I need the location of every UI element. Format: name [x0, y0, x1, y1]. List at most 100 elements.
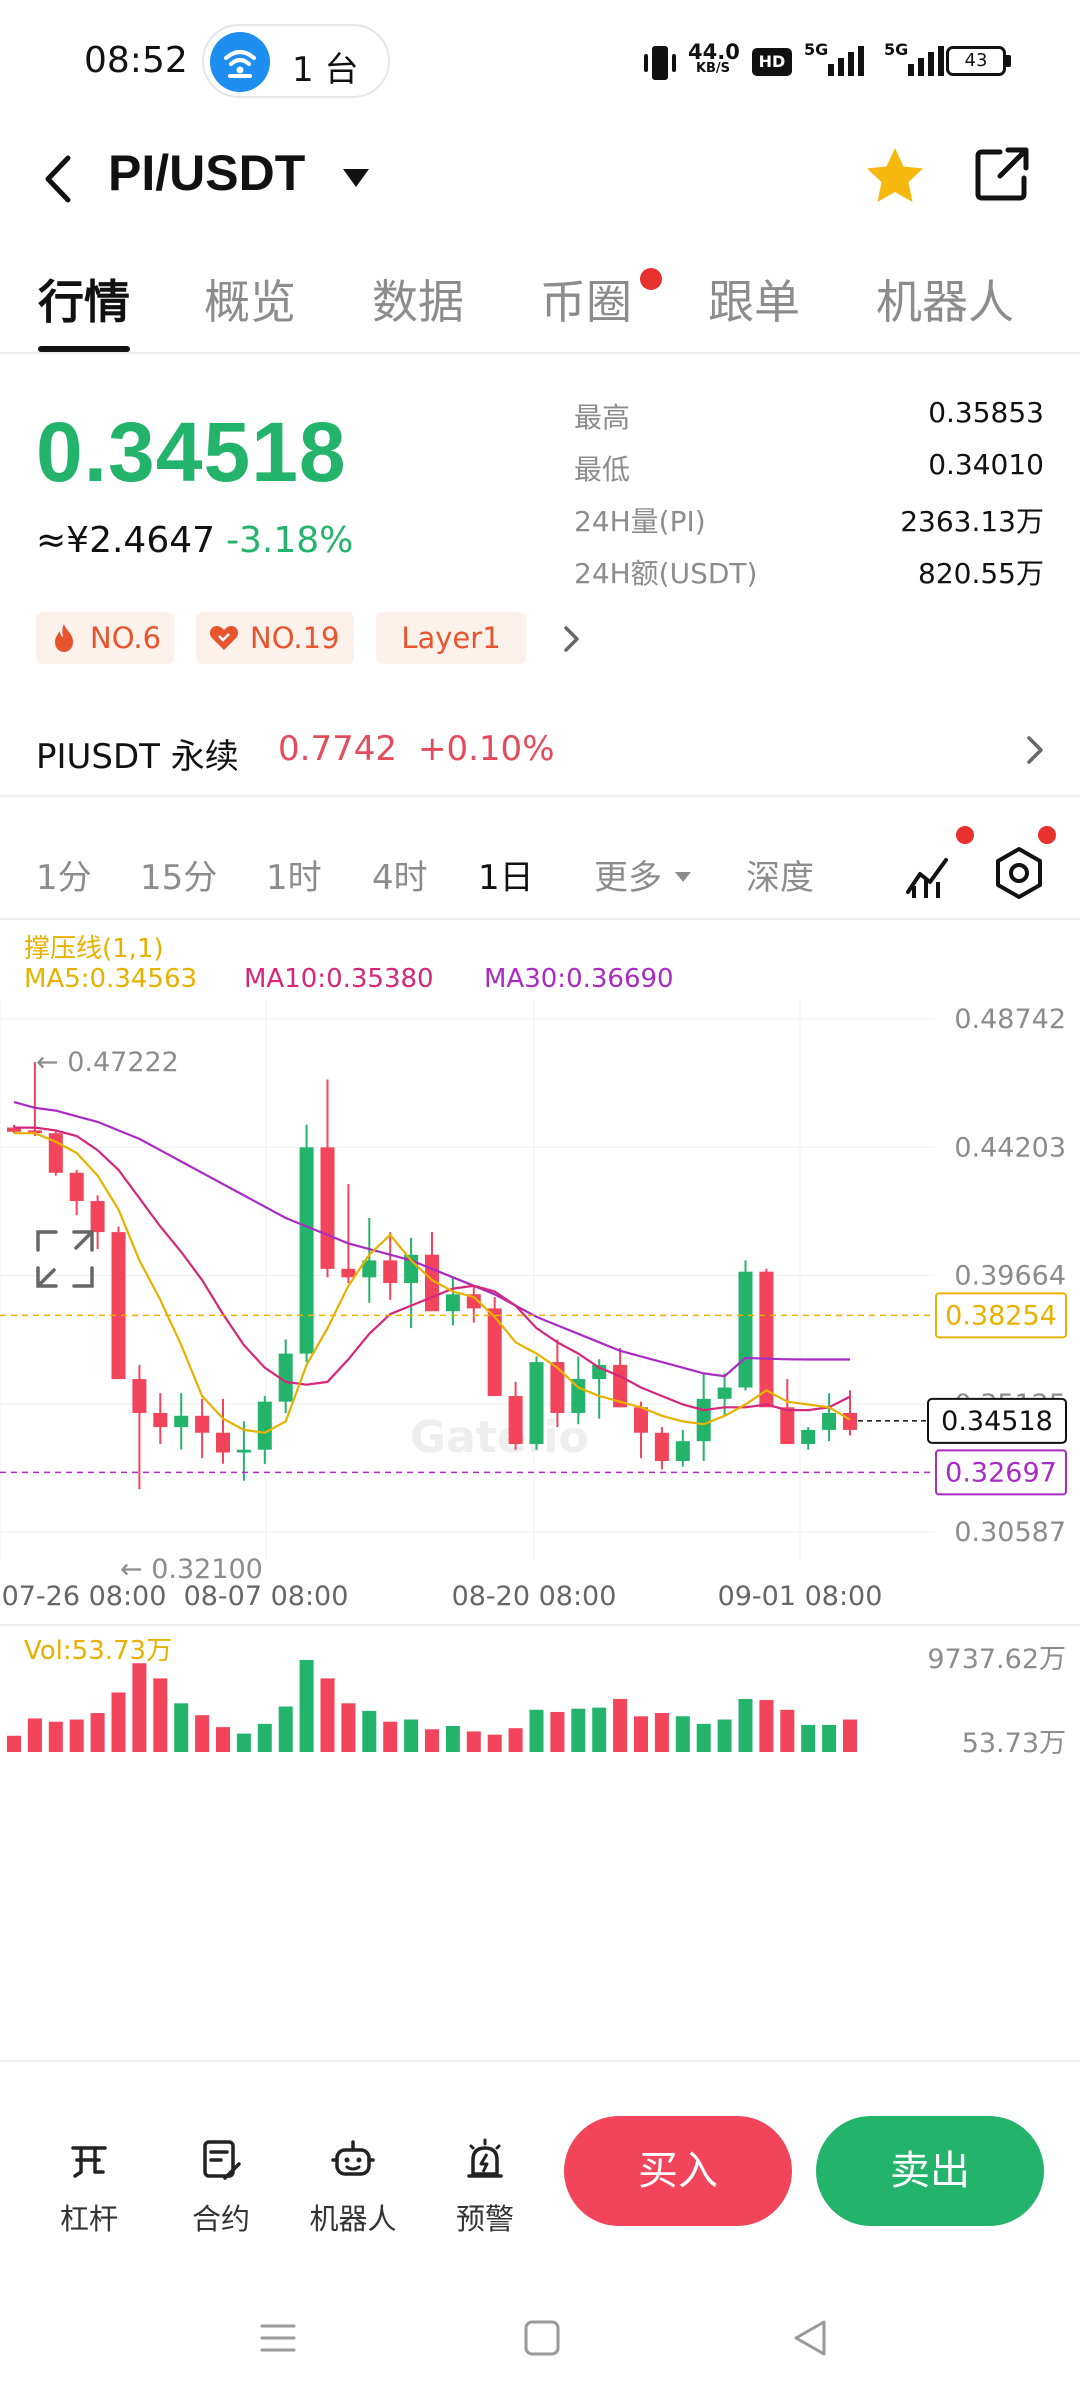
price-summary: 0.34518 ≈¥2.4647 -3.18% 最高 0.35853 最低 0.… [0, 360, 1080, 690]
interval-15m[interactable]: 15分 [140, 858, 218, 898]
main-tabs: 行情 概览 数据 币圈 跟单 机器人 [0, 250, 1080, 354]
tab-overview[interactable]: 概览 [204, 275, 296, 329]
expand-icon[interactable] [36, 1230, 94, 1288]
volume-bar [90, 1713, 105, 1752]
volume-bar [48, 1721, 63, 1752]
candle [216, 1432, 230, 1453]
volume-bar [153, 1678, 168, 1752]
volume-bar [174, 1703, 189, 1752]
max-price-marker: ← 0.47222 [36, 1047, 179, 1078]
perpetual-link[interactable]: PIUSDT 永续 0.7742 +0.10% [0, 705, 1080, 797]
volume-axis-top: 9737.62万 [927, 1644, 1066, 1675]
star-icon[interactable] [860, 142, 930, 212]
volume-bar [111, 1692, 126, 1752]
candle [759, 1271, 774, 1408]
hd-badge: HD [752, 48, 792, 76]
home-icon[interactable] [520, 2316, 564, 2360]
interval-1h[interactable]: 1时 [266, 858, 322, 898]
badge-favorite-rank[interactable]: NO.19 [196, 612, 354, 664]
stat-turnover: 24H额(USDT) 820.55万 [574, 557, 1044, 590]
settings-dot [1038, 826, 1056, 844]
header: PI/USDT [0, 124, 1080, 234]
volume-bar [445, 1726, 460, 1752]
tab-copy-trading[interactable]: 跟单 [708, 275, 800, 329]
system-navigation [0, 2300, 1080, 2400]
volume-bar [529, 1709, 544, 1752]
menu-icon[interactable] [256, 2316, 300, 2360]
vibrate-icon [644, 46, 676, 80]
current-price-label: 0.34518 [941, 1406, 1053, 1437]
candle [320, 1147, 335, 1269]
support-resistance-label: 撑压线(1,1) [24, 934, 164, 964]
candle [7, 1127, 21, 1132]
price-chart[interactable]: 0.487420.442030.396640.351250.30587Gate.… [0, 1000, 1080, 1870]
pair-title[interactable]: PI/USDT [108, 145, 306, 201]
interval-4h[interactable]: 4时 [372, 858, 428, 898]
tab-community[interactable]: 币圈 [540, 275, 632, 329]
ma30-line [13, 1101, 850, 1378]
candle [195, 1415, 210, 1433]
buy-button[interactable]: 买入 [564, 2116, 792, 2226]
tab-market[interactable]: 行情 [38, 275, 130, 329]
x-tick-label: 09-01 08:00 [718, 1581, 883, 1612]
candle [153, 1412, 168, 1428]
volume-bar [404, 1719, 419, 1752]
candle [425, 1254, 439, 1312]
candle [696, 1398, 711, 1442]
settings-icon[interactable] [990, 844, 1048, 902]
volume-bar [717, 1719, 732, 1752]
y-tick-label: 0.39664 [954, 1261, 1066, 1292]
volume-bar [7, 1735, 21, 1752]
volume-bar [362, 1710, 377, 1752]
status-bar: 08:52 1 台 44.0 KB/S HD 5G 5G [0, 0, 1080, 124]
chevron-left-icon[interactable] [30, 146, 90, 212]
stat-low: 最低 0.34010 [574, 448, 1044, 486]
badge-layer1[interactable]: Layer1 [376, 612, 526, 664]
leverage-button[interactable]: 杠杆 [34, 2118, 144, 2248]
candle [257, 1401, 272, 1450]
contract-button[interactable]: 合约 [166, 2118, 276, 2248]
volume-bar [613, 1698, 628, 1752]
candle [174, 1415, 189, 1428]
candle [466, 1294, 481, 1309]
volume-bar [675, 1716, 690, 1752]
candle [445, 1294, 460, 1312]
sell-button[interactable]: 卖出 [816, 2116, 1044, 2226]
robot-button[interactable]: 机器人 [298, 2118, 408, 2248]
badge-hot-rank[interactable]: NO.6 [36, 612, 174, 664]
price-change: -3.18% [226, 520, 354, 561]
last-price: 0.34518 [36, 405, 347, 499]
volume-bar [320, 1678, 335, 1752]
candle [654, 1432, 669, 1461]
interval-1m[interactable]: 1分 [36, 858, 92, 898]
volume-bar [278, 1706, 293, 1752]
candle [132, 1379, 147, 1413]
indicator-icon[interactable] [902, 848, 958, 900]
volume-bar [132, 1663, 147, 1752]
alert-button[interactable]: 预警 [430, 2118, 540, 2248]
current-price-tag [927, 1397, 1067, 1444]
depth-button[interactable]: 深度 [746, 858, 814, 898]
caret-down-icon[interactable] [340, 164, 372, 192]
perpetual-change: +0.10% [418, 729, 555, 769]
back-icon[interactable] [788, 2316, 832, 2360]
volume-bar [592, 1707, 607, 1752]
candle [27, 1130, 42, 1134]
tab-data[interactable]: 数据 [372, 275, 464, 329]
interval-more[interactable]: 更多 [594, 858, 662, 898]
volume-bar [759, 1700, 774, 1752]
notification-dot [640, 268, 662, 290]
volume-bar [780, 1709, 795, 1752]
device-pill[interactable]: 1 台 [202, 24, 390, 98]
volume-bar [487, 1734, 502, 1752]
interval-1d[interactable]: 1日 [478, 858, 534, 898]
support-label: 0.32697 [945, 1457, 1057, 1488]
signal-5g-label-2: 5G [884, 40, 909, 59]
tab-bots[interactable]: 机器人 [876, 275, 1014, 329]
share-icon[interactable] [970, 142, 1036, 208]
y-tick-label: 0.30587 [954, 1517, 1066, 1548]
volume-bar [383, 1721, 398, 1752]
chevron-right-icon[interactable] [556, 622, 586, 656]
signal-5g-label-1: 5G [804, 40, 829, 59]
volume-bar [654, 1713, 669, 1752]
